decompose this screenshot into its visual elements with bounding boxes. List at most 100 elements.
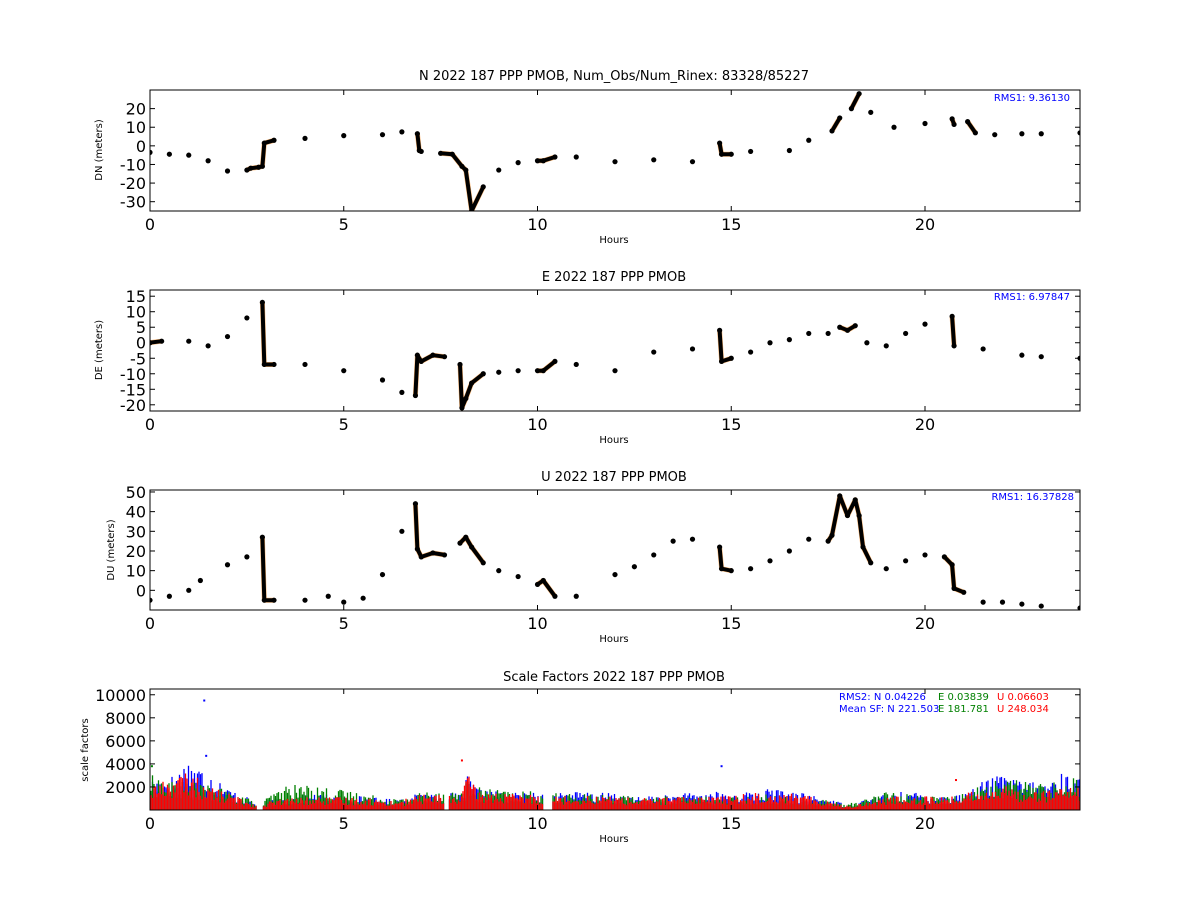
data-point [729,152,734,157]
data-point [159,339,164,344]
axes-frame [150,290,1080,411]
data-point [415,131,420,136]
data-point [459,405,464,410]
y-tick-label: -30 [120,193,146,212]
data-point [361,596,366,601]
ylabel-scale-factors: scale factors [80,718,91,781]
x-tick-label: 15 [721,814,741,833]
data-point [729,356,734,361]
x-tick-label: 10 [527,814,547,833]
data-point [826,331,831,336]
data-point [459,164,464,169]
y-tick-label: 4000 [105,755,146,774]
x-tick-label: 20 [915,415,935,434]
data-point [262,362,267,367]
data-point [849,106,854,111]
x-tick-label: 20 [915,814,935,833]
data-point [632,564,637,569]
trace-halo [150,302,1080,408]
data-point [516,368,521,373]
data-point [717,328,722,333]
rms2-n: RMS2: N 0.04226 [839,692,926,703]
data-point [186,588,191,593]
data-point [380,132,385,137]
x-tick-label: 10 [527,614,547,633]
y-tick-label: 2000 [105,778,146,797]
data-point [719,566,724,571]
data-point [748,149,753,154]
data-point [535,368,540,373]
rms2-e: E 0.03839 [938,692,989,703]
y-tick-label: 30 [126,522,146,541]
data-point [690,159,695,164]
outlier-point [461,759,463,761]
y-tick-label: 20 [126,100,146,119]
data-point [942,554,947,559]
mean-sf-u: U 248.034 [997,704,1049,715]
x-tick-label: 0 [145,814,155,833]
chart-title-u: U 2022 187 PPP PMOB [541,470,687,485]
data-point [574,594,579,599]
x-tick-label: 20 [915,614,935,633]
data-point [950,116,955,121]
data-point [302,598,307,603]
data-point [1039,131,1044,136]
data-point [853,497,858,502]
data-point [868,560,873,565]
data-point [981,346,986,351]
data-point [826,539,831,544]
trace-line [150,302,1080,408]
data-point [857,91,862,96]
data-point [302,362,307,367]
data-point [717,140,722,145]
data-point [868,110,873,115]
data-point [951,586,956,591]
y-tick-label: 40 [126,503,146,522]
data-point [651,157,656,162]
data-point [767,340,772,345]
xlabel-u: Hours [599,634,628,645]
data-point [380,572,385,577]
data-point [450,152,455,157]
xlabel-e: Hours [599,435,628,446]
data-point [950,562,955,567]
y-tick-label: 6000 [105,732,146,751]
data-point [612,368,617,373]
data-point [469,380,474,385]
outlier-point [203,700,205,702]
panel-u: U 2022 187 PPP PMOB Hours DU (meters) RM… [106,470,1083,645]
data-point [430,550,435,555]
x-tick-label: 10 [527,415,547,434]
data-point [829,128,834,133]
data-point [244,315,249,320]
data-point [806,138,811,143]
data-point [612,159,617,164]
data-point [787,548,792,553]
x-tick-label: 5 [339,814,349,833]
y-tick-label: 10000 [95,686,146,705]
data-point [341,368,346,373]
data-point [430,353,435,358]
y-tick-label: 50 [126,483,146,502]
ylabel-u: DU (meters) [106,519,117,580]
rms-annotation-e: RMS1: 6.97847 [994,292,1070,303]
data-marks [147,493,1082,610]
data-point [965,119,970,124]
data-point [260,535,265,540]
data-point [463,396,468,401]
data-point [419,149,424,154]
plot-area-u: 0 5 10 15 2050403020100 [126,483,1083,633]
data-point [413,393,418,398]
data-point [612,572,617,577]
data-point [1019,131,1024,136]
rms2-u: U 0.06603 [997,692,1049,703]
data-point [442,354,447,359]
x-tick-label: 10 [527,215,547,234]
data-point [951,343,956,348]
x-tick-label: 5 [339,415,349,434]
data-point [481,184,486,189]
data-point [535,158,540,163]
data-point [496,568,501,573]
data-point [903,331,908,336]
